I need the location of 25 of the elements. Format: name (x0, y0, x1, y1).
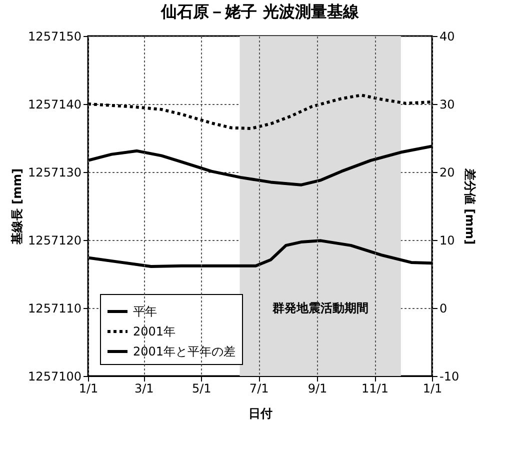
y-tick-label: 1257110 (28, 302, 82, 316)
x-tick-label: 1/1 (78, 382, 98, 396)
legend-label: 2001年 (133, 324, 176, 338)
y-tick-label: 1257120 (28, 234, 82, 248)
x-tick-label: 1/1 (422, 382, 442, 396)
legend-label: 平年 (133, 304, 157, 318)
y2-tick-label: 20 (440, 166, 455, 180)
y2-tick-label: 30 (440, 98, 455, 112)
x-tick-label: 11/1 (362, 382, 388, 396)
y-axis-title: 基線長 [mm] (10, 168, 24, 246)
y2-tick-label: 40 (440, 30, 455, 44)
y2-tick-label: 10 (440, 234, 455, 248)
y-tick-label: 1257130 (28, 166, 82, 180)
x-tick-label: 9/1 (308, 382, 328, 396)
y-tick-label: 1257140 (28, 98, 82, 112)
chart-title: 仙石原－姥子 光波測量基線 (160, 2, 360, 21)
x-axis-title: 日付 (248, 406, 272, 420)
y2-tick-label: -10 (440, 370, 460, 384)
x-tick-label: 5/1 (192, 382, 212, 396)
y-tick-label: 1257100 (28, 370, 82, 384)
x-tick-label: 3/1 (134, 382, 154, 396)
y2-tick-label: 0 (440, 302, 448, 316)
y-tick-label: 1257150 (28, 30, 82, 44)
y2-axis-title: 差分値 [mm] (463, 167, 478, 245)
x-tick-label: 7/1 (249, 382, 269, 396)
